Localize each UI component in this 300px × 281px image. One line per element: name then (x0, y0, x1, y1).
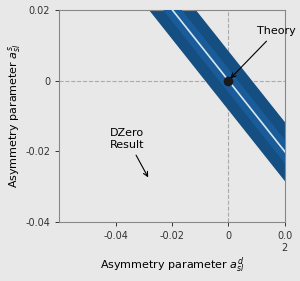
Y-axis label: Asymmetry parameter $a^s_{sl}$: Asymmetry parameter $a^s_{sl}$ (6, 44, 22, 188)
Text: DZero
Result: DZero Result (110, 128, 148, 176)
Text: Theory: Theory (231, 26, 295, 78)
X-axis label: Asymmetry parameter $a^d_{sl}$: Asymmetry parameter $a^d_{sl}$ (100, 256, 244, 275)
